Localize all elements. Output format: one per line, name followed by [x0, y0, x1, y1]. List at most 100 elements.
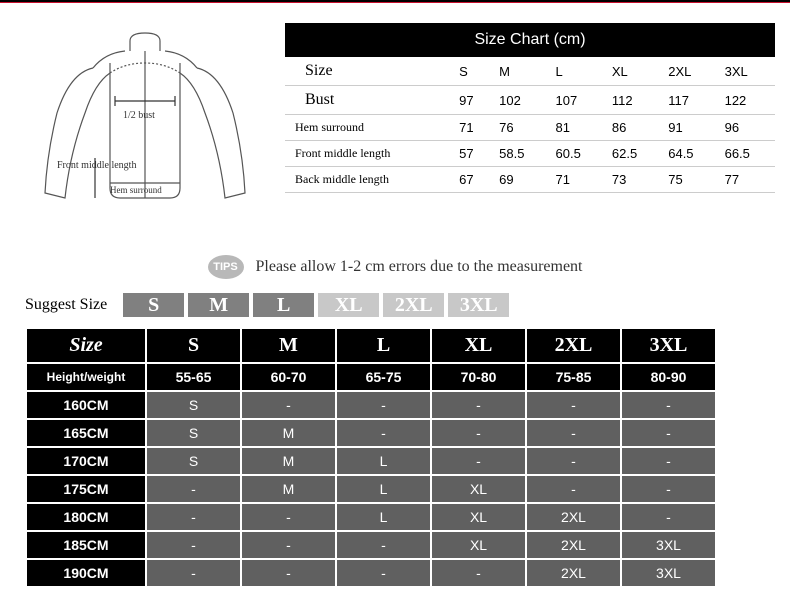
- cell: -: [526, 447, 621, 475]
- cell: 165CM: [26, 419, 146, 447]
- cell: XL: [431, 503, 526, 531]
- cell: -: [146, 503, 241, 531]
- cell: -: [241, 391, 336, 419]
- cell: 64.5: [662, 141, 718, 167]
- cell: -: [621, 419, 716, 447]
- cell: 67: [453, 167, 493, 193]
- label-hem-surround: Hem surround: [110, 185, 162, 195]
- label-half-bust: 1/2 bust: [123, 110, 155, 121]
- suggest-label: Suggest Size: [25, 296, 107, 314]
- cell: 112: [606, 86, 662, 115]
- cell: 2XL: [526, 503, 621, 531]
- cell: -: [431, 391, 526, 419]
- tips-text: Please allow 1-2 cm errors due to the me…: [256, 258, 583, 276]
- size-pill: M: [186, 291, 251, 319]
- table-row: 175CM-MLXL--: [26, 475, 716, 503]
- header-cell: L: [336, 328, 431, 363]
- cell: M: [493, 57, 549, 86]
- table-row: Back middle length676971737577: [285, 167, 775, 193]
- row-label: Size: [285, 57, 453, 86]
- cell: 69: [493, 167, 549, 193]
- cell: -: [526, 475, 621, 503]
- cell: -: [146, 475, 241, 503]
- cell: -: [241, 531, 336, 559]
- cell: -: [431, 419, 526, 447]
- cell: 2XL: [662, 57, 718, 86]
- cell: 65-75: [336, 363, 431, 391]
- cell: L: [336, 475, 431, 503]
- cell: XL: [606, 57, 662, 86]
- cell: S: [146, 419, 241, 447]
- cell: L: [336, 503, 431, 531]
- cell: 57: [453, 141, 493, 167]
- cell: 96: [719, 115, 775, 141]
- size-chart-title: Size Chart (cm): [285, 23, 775, 57]
- cell: -: [146, 531, 241, 559]
- cell: 73: [606, 167, 662, 193]
- cell: 102: [493, 86, 549, 115]
- cell: 77: [719, 167, 775, 193]
- cell: XL: [431, 475, 526, 503]
- cell: -: [621, 447, 716, 475]
- cell: 62.5: [606, 141, 662, 167]
- cell: XL: [431, 531, 526, 559]
- cell: -: [526, 419, 621, 447]
- size-pill: 3XL: [446, 291, 511, 319]
- table-row: 190CM----2XL3XL: [26, 559, 716, 587]
- cell: -: [526, 391, 621, 419]
- cell: 175CM: [26, 475, 146, 503]
- cell: 170CM: [26, 447, 146, 475]
- header-cell: M: [241, 328, 336, 363]
- cell: 86: [606, 115, 662, 141]
- cell: -: [336, 391, 431, 419]
- cell: -: [241, 559, 336, 587]
- cell: 75-85: [526, 363, 621, 391]
- upper-section: 1/2 bust Front middle length Hem surroun…: [0, 3, 790, 243]
- cell: 180CM: [26, 503, 146, 531]
- table-row: 185CM---XL2XL3XL: [26, 531, 716, 559]
- size-chart-cm: Size Chart (cm) SizeSMLXL2XL3XLBust97102…: [285, 23, 775, 233]
- header-cell: XL: [431, 328, 526, 363]
- header-cell: 3XL: [621, 328, 716, 363]
- header-cell: 2XL: [526, 328, 621, 363]
- cell: 3XL: [621, 531, 716, 559]
- table-row: 180CM--LXL2XL-: [26, 503, 716, 531]
- cell: -: [431, 447, 526, 475]
- cell: L: [550, 57, 606, 86]
- cell: 190CM: [26, 559, 146, 587]
- row-label: Hem surround: [285, 115, 453, 141]
- header-cell: Size: [26, 328, 146, 363]
- size-pill: S: [121, 291, 186, 319]
- cell: -: [241, 503, 336, 531]
- row-label: Bust: [285, 86, 453, 115]
- table-row: SizeSMLXL2XL3XL: [26, 328, 716, 363]
- cell: 3XL: [719, 57, 775, 86]
- cell: -: [336, 531, 431, 559]
- cell: 122: [719, 86, 775, 115]
- cell: S: [453, 57, 493, 86]
- jacket-diagram: 1/2 bust Front middle length Hem surroun…: [15, 23, 275, 233]
- cell: S: [146, 391, 241, 419]
- cell: 55-65: [146, 363, 241, 391]
- cell: -: [336, 559, 431, 587]
- cell: 76: [493, 115, 549, 141]
- cell: 71: [453, 115, 493, 141]
- table-row: 170CMSML---: [26, 447, 716, 475]
- cell: 185CM: [26, 531, 146, 559]
- table-row: Front middle length5758.560.562.564.566.…: [285, 141, 775, 167]
- cell: 70-80: [431, 363, 526, 391]
- cell: 91: [662, 115, 718, 141]
- header-cell: S: [146, 328, 241, 363]
- cell: 60-70: [241, 363, 336, 391]
- cell: -: [621, 475, 716, 503]
- label-front-middle: Front middle length: [57, 160, 136, 171]
- cell: 66.5: [719, 141, 775, 167]
- cell: 80-90: [621, 363, 716, 391]
- cell: -: [146, 559, 241, 587]
- table-row: 160CMS-----: [26, 391, 716, 419]
- cell: 107: [550, 86, 606, 115]
- cell: 58.5: [493, 141, 549, 167]
- row-label: Back middle length: [285, 167, 453, 193]
- cell: -: [431, 559, 526, 587]
- suggest-size-table: SizeSMLXL2XL3XLHeight/weight55-6560-7065…: [25, 327, 717, 588]
